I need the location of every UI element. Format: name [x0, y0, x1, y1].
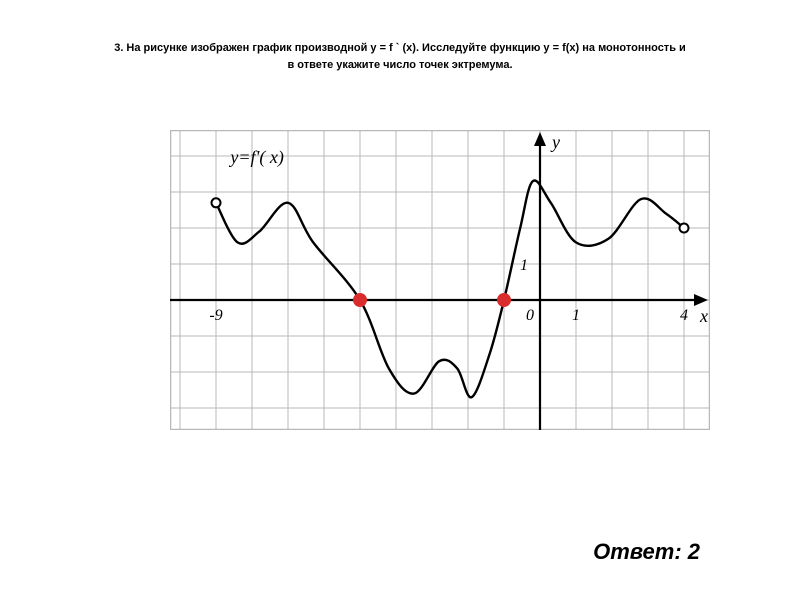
chart-svg: -9 1 4 1 0 x y y=f'( x)	[170, 130, 710, 430]
svg-text:y: y	[550, 132, 560, 152]
svg-text:1: 1	[572, 307, 580, 324]
answer-text: Ответ: 2	[593, 539, 700, 565]
svg-text:0: 0	[526, 307, 534, 324]
svg-text:-9: -9	[209, 307, 222, 324]
problem-line-1: 3. На рисунке изображен график производн…	[114, 42, 686, 54]
problem-line-2: в ответе укажите число точек эктремума.	[287, 59, 512, 71]
svg-text:x: x	[699, 306, 708, 326]
derivative-chart: -9 1 4 1 0 x y y=f'( x)	[170, 130, 710, 430]
svg-text:y=f'( x): y=f'( x)	[228, 147, 283, 168]
svg-text:4: 4	[680, 307, 688, 324]
svg-text:1: 1	[520, 257, 528, 274]
problem-statement: 3. На рисунке изображен график производн…	[60, 40, 740, 73]
answer-label: Ответ: 2	[593, 539, 700, 564]
